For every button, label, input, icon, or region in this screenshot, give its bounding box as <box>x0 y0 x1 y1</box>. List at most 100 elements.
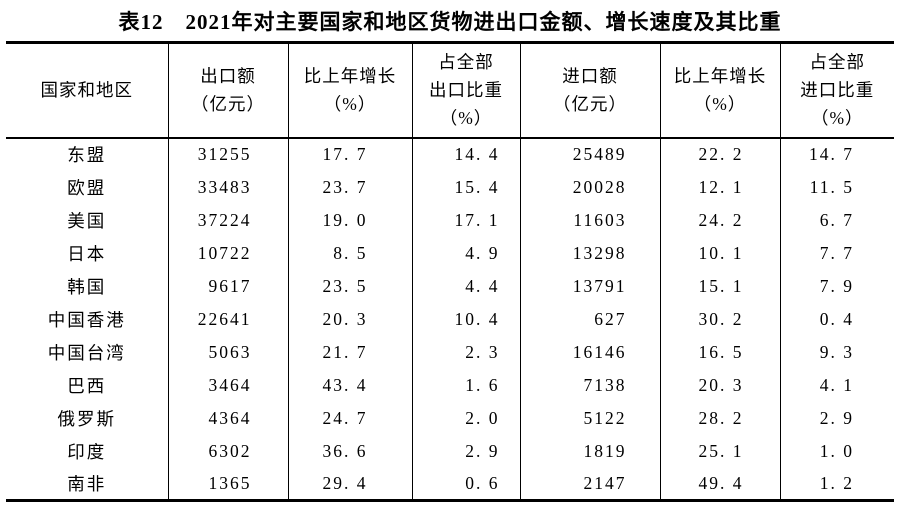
table-row: 日本 10722 8. 5 4. 9 13298 10. 1 7. 7 <box>6 236 894 270</box>
value-cell: 28. 2 <box>660 401 781 435</box>
table-header: 国家和地区 出口额 （亿元） 比上年增长 （%） 占全部 出口比重 （%） 进口额 （亿元） 比上年… <box>6 42 894 138</box>
value-cell: 14. 7 <box>809 144 854 164</box>
value-cell: 1. 0 <box>819 440 854 461</box>
value-cell: 49. 4 <box>660 467 781 501</box>
value-cell: 17. 1 <box>412 203 521 237</box>
column-header-import-share: 占全部进口比重 （%） <box>780 43 894 138</box>
value-cell: 1365 <box>168 467 289 501</box>
value-cell: 12. 1 <box>660 170 781 204</box>
value-cell: 4. 4 <box>412 269 521 303</box>
column-header-line: 占全部 <box>438 52 494 73</box>
region-cell: 日本 <box>6 236 169 270</box>
column-header-line: （%） <box>323 94 377 115</box>
value-cell: 29. 4 <box>288 467 413 501</box>
value-cell: 2. 0 <box>412 401 521 435</box>
value-cell: 36. 6 <box>288 434 413 468</box>
value-cell: 4. 1 <box>819 374 854 395</box>
region-cell: 巴西 <box>6 368 169 402</box>
value-cell: 20028 <box>520 170 661 204</box>
value-cell: 5122 <box>520 401 661 435</box>
value-cell: 43. 4 <box>288 368 413 402</box>
value-cell: 4364 <box>168 401 289 435</box>
value-cell: 10. 4 <box>412 302 521 336</box>
value-cell: 25. 1 <box>660 434 781 468</box>
column-header-line: 比上年增长 <box>303 66 397 87</box>
table-row: 南非 1365 29. 4 0. 6 2147 49. 4 1. 2 <box>6 467 894 501</box>
column-header-line: 出口额 <box>200 66 256 87</box>
region-cell: 欧盟 <box>6 170 169 204</box>
column-header-line: （亿元） <box>191 94 265 115</box>
column-header-line: （亿元） <box>553 94 627 115</box>
value-cell: 7138 <box>520 368 661 402</box>
value-cell: 6. 7 <box>819 209 854 230</box>
value-cell: 3464 <box>168 368 289 402</box>
value-cell: 0. 4 <box>819 308 854 329</box>
column-header-line: 占全部 <box>809 52 865 73</box>
column-header-line: （%） <box>810 108 864 129</box>
value-cell: 10722 <box>168 236 289 270</box>
region-cell: 韩国 <box>6 269 169 303</box>
value-cell: 24. 2 <box>660 203 781 237</box>
value-cell: 1. 6 <box>412 368 521 402</box>
value-cell: 16146 <box>520 335 661 369</box>
value-cell: 16. 5 <box>660 335 781 369</box>
column-header-line: （%） <box>439 108 493 129</box>
value-cell: 37224 <box>168 203 289 237</box>
value-cell: 21. 7 <box>288 335 413 369</box>
header-row: 国家和地区 出口额 （亿元） 比上年增长 （%） 占全部 出口比重 （%） 进口额 （亿元） 比上年… <box>6 42 894 138</box>
document-page: 表12 2021年对主要国家和地区货物进出口金额、增长速度及其比重 国家和地区 出… <box>0 8 900 531</box>
value-cell: 15. 1 <box>660 269 781 303</box>
value-cell: 2147 <box>520 467 661 501</box>
table-row: 美国 37224 19. 0 17. 1 11603 24. 2 6. 7 <box>6 203 894 237</box>
value-cell: 20. 3 <box>288 302 413 336</box>
value-cell: 14. 4 <box>412 137 521 171</box>
table-row: 韩国 9617 23. 5 4. 4 13791 15. 1 7. 9 <box>6 269 894 303</box>
import-export-table: 国家和地区 出口额 （亿元） 比上年增长 （%） 占全部 出口比重 （%） 进口额 （亿元） 比上年… <box>6 41 894 502</box>
column-header-line: （%） <box>693 94 747 115</box>
value-cell: 6302 <box>168 434 289 468</box>
value-cell: 4. 9 <box>412 236 521 270</box>
value-cell: 17. 7 <box>288 137 413 171</box>
value-cell: 8. 5 <box>288 236 413 270</box>
column-header-import-value: 进口额 （亿元） <box>520 42 661 138</box>
value-cell: 25489 <box>520 137 661 171</box>
table-row: 中国台湾 5063 21. 7 2. 3 16146 16. 5 9. 3 <box>6 335 894 369</box>
column-header-line: 进口比重 <box>800 80 875 101</box>
value-cell: 2. 9 <box>412 434 521 468</box>
column-header-export-share: 占全部出口比重 （%） <box>412 42 521 138</box>
value-cell: 2. 9 <box>819 407 854 428</box>
value-cell: 1819 <box>520 434 661 468</box>
column-header-export-growth: 比上年增长 （%） <box>288 42 413 138</box>
value-cell: 0. 6 <box>412 467 521 501</box>
value-cell: 627 <box>520 302 661 336</box>
value-cell: 15. 4 <box>412 170 521 204</box>
region-cell: 俄罗斯 <box>6 401 169 435</box>
value-cell: 19. 0 <box>288 203 413 237</box>
table-row: 欧盟 33483 23. 7 15. 4 20028 12. 1 11. 5 <box>6 170 894 204</box>
table-row: 中国香港 22641 20. 3 10. 4 627 30. 2 0. 4 <box>6 302 894 336</box>
table-row: 俄罗斯 4364 24. 7 2. 0 5122 28. 2 2. 9 <box>6 401 894 435</box>
value-cell: 33483 <box>168 170 289 204</box>
value-cell: 30. 2 <box>660 302 781 336</box>
column-header-region: 国家和地区 <box>6 42 169 138</box>
column-header-line: 出口比重 <box>429 80 503 101</box>
value-cell: 22. 2 <box>660 137 781 171</box>
table-row: 东盟 31255 17. 7 14. 4 25489 22. 2 14. 7 <box>6 137 894 171</box>
column-header-line: 国家和地区 <box>40 80 133 101</box>
column-header-line: 进口额 <box>562 66 618 87</box>
region-cell: 中国香港 <box>6 302 169 336</box>
table-row: 巴西 3464 43. 4 1. 6 7138 20. 3 4. 1 <box>6 368 894 402</box>
value-cell: 9617 <box>168 269 289 303</box>
region-cell: 美国 <box>6 203 169 237</box>
value-cell: 24. 7 <box>288 401 413 435</box>
value-cell: 20. 3 <box>660 368 781 402</box>
value-cell: 23. 7 <box>288 170 413 204</box>
column-header-import-growth: 比上年增长 （%） <box>660 42 781 138</box>
value-cell: 2. 3 <box>412 335 521 369</box>
region-cell: 中国台湾 <box>6 335 169 369</box>
value-cell: 13791 <box>520 269 661 303</box>
value-cell: 22641 <box>168 302 289 336</box>
value-cell: 11. 5 <box>809 176 854 197</box>
table-row: 印度 6302 36. 6 2. 9 1819 25. 1 1. 0 <box>6 434 894 468</box>
value-cell: 10. 1 <box>660 236 781 270</box>
